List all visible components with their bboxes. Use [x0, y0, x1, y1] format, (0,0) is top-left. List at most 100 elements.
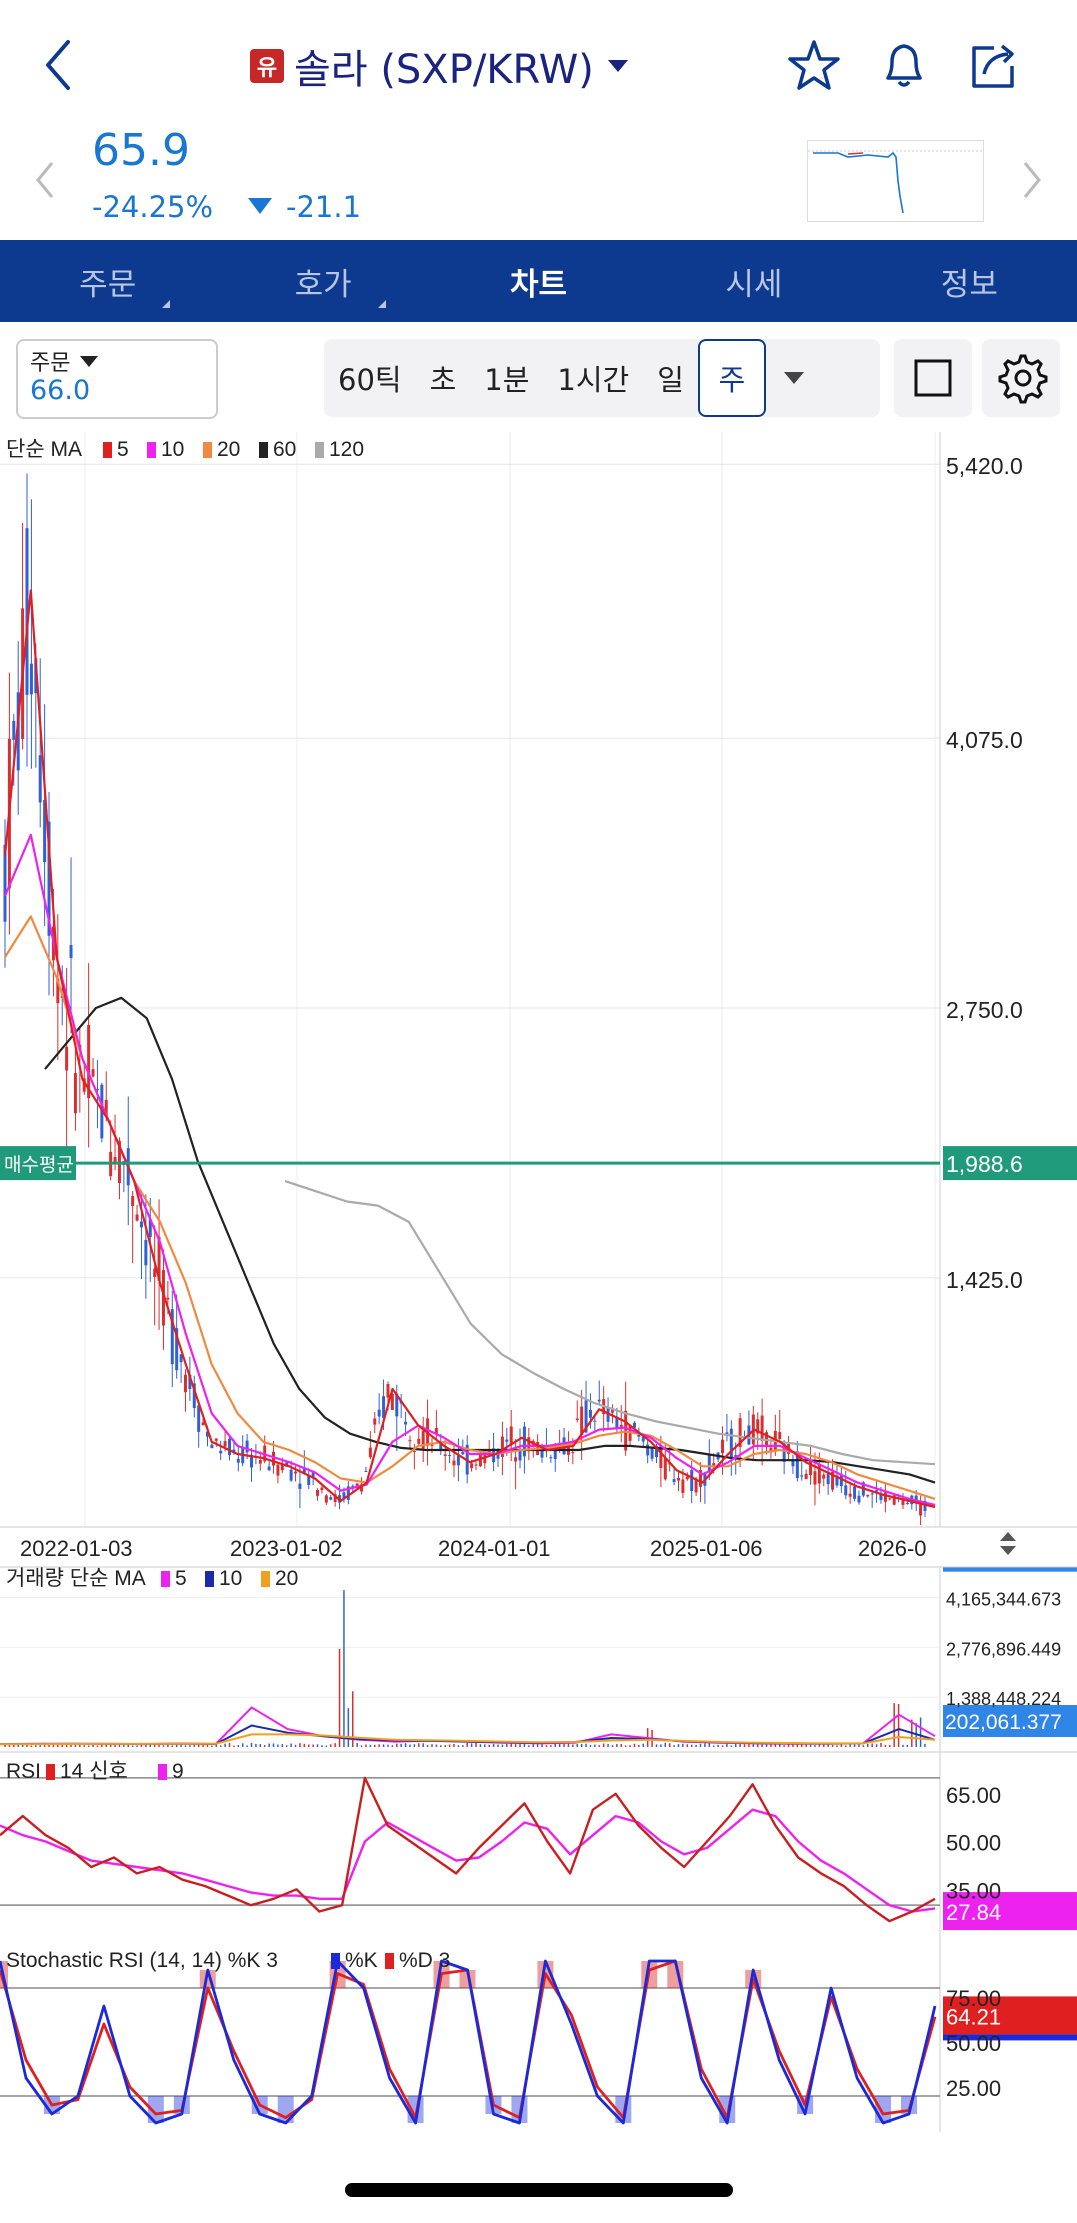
candle-body — [791, 1460, 795, 1467]
chevron-down-icon[interactable] — [80, 356, 98, 367]
candle-body — [813, 1471, 817, 1485]
candle-body — [302, 1467, 306, 1473]
tab-label: 시세 — [725, 266, 783, 303]
legend-swatch — [203, 442, 212, 458]
rsi-tick-label: 65.00 — [946, 1783, 1001, 1808]
candle-body — [197, 1405, 201, 1432]
tab-orderbook[interactable]: 호가 — [215, 240, 430, 322]
volume-ma20-line — [0, 1733, 936, 1746]
period-second[interactable]: 초 — [429, 363, 457, 397]
candle-body — [91, 1069, 95, 1077]
candle-body — [144, 1239, 148, 1266]
candle-body — [188, 1374, 192, 1390]
market-title[interactable]: 유 솔라 (SXP/KRW) — [250, 38, 628, 94]
bell-icon[interactable] — [874, 36, 934, 96]
candle-body — [386, 1384, 390, 1398]
candle-body — [760, 1415, 764, 1441]
ma60-line — [44, 996, 936, 1484]
prev-arrow-icon[interactable] — [32, 155, 62, 205]
back-icon[interactable] — [40, 30, 90, 100]
candle-body — [294, 1471, 298, 1474]
candle-body — [192, 1383, 196, 1409]
candle-body — [43, 799, 47, 863]
candle-body — [443, 1454, 447, 1457]
stochastic-rsi-panel — [0, 1959, 1077, 2125]
legend-swatch — [147, 442, 156, 458]
candle-body — [699, 1470, 703, 1487]
volume-last-tag — [943, 1705, 1077, 1737]
legend-swatch — [261, 1571, 270, 1587]
candle-body — [148, 1219, 152, 1237]
gear-icon[interactable] — [982, 339, 1060, 417]
period-selector: 60틱 초 1분 1시간 일 주 — [324, 339, 880, 417]
candle-body — [571, 1452, 575, 1454]
page-title: 솔라 (SXP/KRW) — [294, 47, 594, 93]
candle-body — [619, 1424, 623, 1427]
candle-body — [421, 1430, 425, 1449]
stoch-k-line — [0, 1959, 937, 2125]
candle-body — [342, 1492, 346, 1500]
volume-tick-label: 4,165,344.673 — [946, 1590, 1061, 1610]
candle-body — [166, 1297, 170, 1300]
candle-body — [29, 663, 33, 695]
candle-body — [404, 1421, 408, 1425]
main-price-panel — [0, 432, 1077, 2132]
candle-body — [870, 1493, 874, 1495]
candle-body — [434, 1427, 438, 1435]
chevron-down-icon — [607, 60, 628, 72]
candle-body — [179, 1354, 183, 1363]
candle-body — [390, 1393, 394, 1410]
candle-body — [135, 1214, 139, 1221]
tab-chart[interactable]: 차트 — [431, 240, 646, 322]
candle-body — [272, 1451, 276, 1466]
period-1min[interactable]: 1분 — [484, 363, 530, 397]
legend-label: 10 — [219, 1567, 242, 1590]
order-price-box[interactable] — [16, 339, 218, 419]
period-dropdown-icon[interactable] — [783, 372, 804, 384]
next-arrow-icon[interactable] — [1015, 155, 1045, 205]
candle-body — [461, 1452, 465, 1455]
stoch-last-tag-k — [943, 2034, 1077, 2041]
candle-body — [685, 1476, 689, 1480]
chart-area[interactable]: 5,420.0 4,075.0 2,750.0 1,425.0 매수평균 1,988.6 6… — [0, 432, 1077, 2132]
candle-body — [844, 1485, 848, 1496]
mini-chart[interactable] — [807, 140, 984, 222]
tab-market[interactable]: 시세 — [646, 240, 861, 322]
candle-body — [782, 1443, 786, 1462]
candle-body — [681, 1479, 685, 1494]
candle-body — [474, 1464, 478, 1466]
stoch-last-label: 64.21 — [946, 2004, 1001, 2029]
candle-body — [12, 720, 16, 740]
legend-swatch — [385, 1953, 394, 1969]
tab-order[interactable]: 주문 — [0, 240, 215, 322]
candle-body — [69, 945, 73, 959]
volume-panel — [0, 1590, 1077, 1753]
star-icon[interactable] — [784, 36, 844, 96]
tab-info[interactable]: 정보 — [862, 240, 1077, 322]
candle-body — [769, 1447, 773, 1451]
candle-body — [324, 1495, 328, 1503]
y-tick-label: 1,425.0 — [946, 1267, 1023, 1293]
tab-label: 정보 — [940, 266, 998, 303]
candle-body — [641, 1436, 645, 1442]
stoch-tick-label: 75.00 — [946, 1986, 1001, 2011]
legend-swatch — [331, 1953, 340, 1969]
candle-body — [161, 1270, 165, 1326]
rsi-legend-title: RSI — [6, 1760, 41, 1783]
legend-label: 14 신호 — [60, 1760, 128, 1783]
candle-body — [232, 1449, 236, 1452]
share-icon[interactable] — [964, 36, 1024, 96]
change-percent: -24.25% — [92, 190, 214, 224]
period-day[interactable]: 일 — [657, 363, 684, 397]
candle-body — [456, 1455, 460, 1466]
candle-body — [316, 1490, 320, 1496]
candle-body — [307, 1475, 311, 1485]
layout-button[interactable] — [894, 339, 972, 417]
period-week[interactable]: 주 — [697, 339, 766, 417]
candle-body — [923, 1500, 927, 1511]
period-1hour[interactable]: 1시간 — [557, 363, 630, 397]
candle-body — [694, 1478, 698, 1493]
period-60tick[interactable]: 60틱 — [338, 363, 402, 397]
candle-body — [227, 1438, 231, 1456]
rsi-last-tag — [943, 1892, 1077, 1931]
